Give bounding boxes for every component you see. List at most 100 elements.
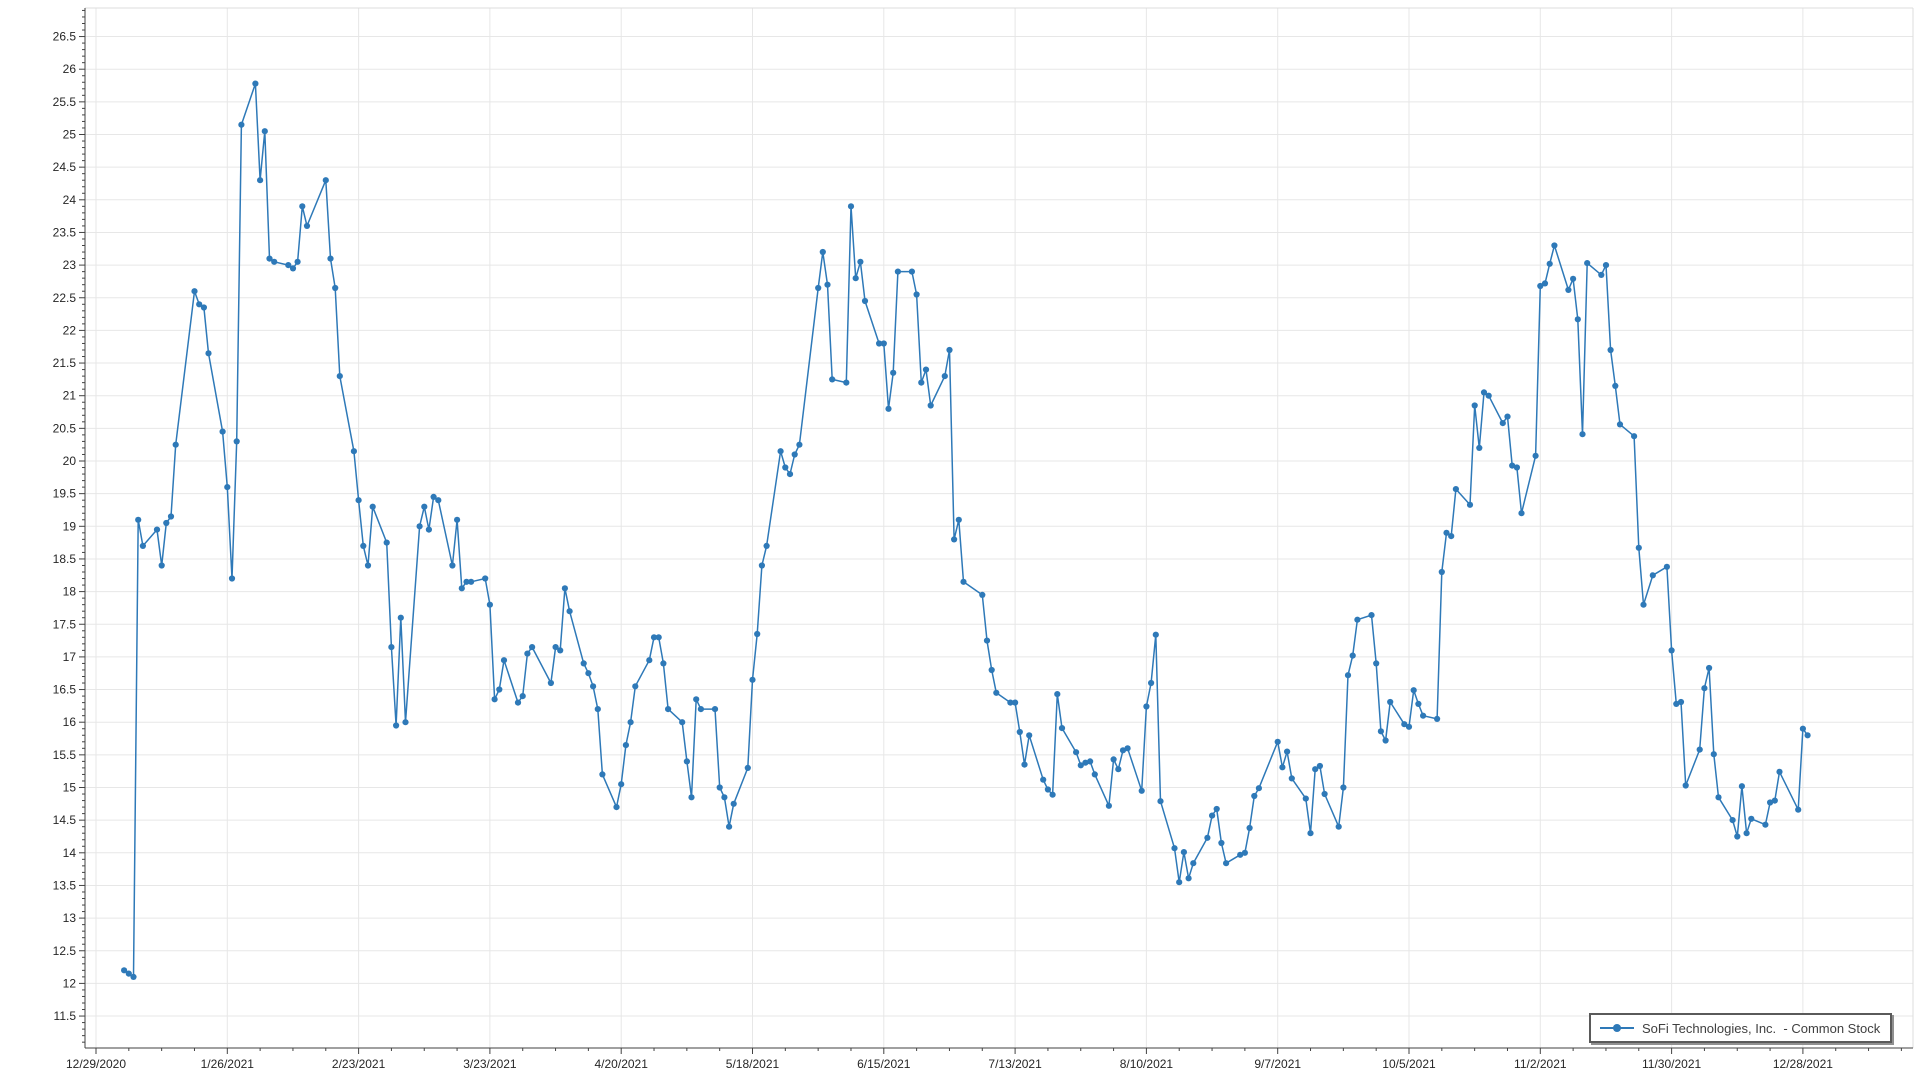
y-axis-tick-label: 22.5 [53, 291, 77, 305]
data-point [200, 304, 207, 311]
y-axis-tick-label: 21 [63, 389, 77, 403]
data-point [951, 536, 958, 543]
data-point [876, 340, 883, 347]
data-point [665, 706, 672, 713]
data-point [594, 706, 601, 713]
data-point [599, 771, 606, 778]
data-point [299, 203, 306, 210]
data-point [913, 291, 920, 298]
data-point [289, 265, 297, 272]
data-point [1213, 805, 1220, 813]
data-point [697, 706, 705, 713]
y-axis-tick-label: 16 [63, 715, 77, 729]
data-point [1288, 775, 1295, 782]
x-axis-tick-label: 7/13/2021 [988, 1057, 1042, 1071]
data-point [257, 177, 264, 184]
x-axis-tick-label: 10/5/2021 [1382, 1057, 1436, 1071]
data-point [1152, 631, 1159, 638]
data-point [1673, 700, 1680, 708]
data-point [660, 660, 667, 667]
x-axis-tick-label: 6/15/2021 [857, 1057, 911, 1071]
data-point [796, 441, 803, 448]
x-axis-tick-label: 4/20/2021 [595, 1057, 649, 1071]
data-point [819, 248, 826, 256]
data-point [1241, 849, 1248, 856]
data-point [1026, 732, 1033, 739]
data-point [786, 471, 794, 478]
data-point [1054, 691, 1061, 698]
data-point [1607, 346, 1614, 354]
data-point [1387, 698, 1394, 706]
x-axis-tick-label: 9/7/2021 [1254, 1057, 1301, 1071]
data-point [524, 650, 531, 657]
data-point [627, 719, 634, 726]
data-point [1316, 762, 1323, 770]
y-axis-tick-label: 17.5 [53, 617, 77, 631]
y-axis-tick-label: 11.5 [54, 1009, 77, 1023]
data-point [908, 268, 916, 275]
data-point [1762, 821, 1769, 828]
data-point [1171, 845, 1178, 852]
data-point [196, 301, 203, 308]
data-point [1635, 544, 1642, 551]
data-point [1284, 748, 1291, 755]
data-point [1574, 316, 1581, 323]
data-point [1551, 242, 1558, 249]
data-point [585, 670, 592, 677]
data-point [632, 683, 639, 690]
legend: SoFi Technologies, Inc. - Common Stock [1589, 1013, 1893, 1043]
data-point [1616, 421, 1624, 428]
data-point [622, 742, 630, 749]
data-point [416, 523, 423, 530]
y-axis-tick-label: 20 [63, 454, 77, 468]
data-point [1204, 834, 1211, 841]
data-point [388, 644, 395, 651]
data-point [646, 657, 653, 664]
y-axis-tick-label: 15.5 [53, 748, 77, 762]
data-point [482, 575, 489, 582]
y-axis-tick-label: 17 [63, 650, 77, 664]
data-point [679, 719, 686, 726]
data-point [843, 379, 850, 386]
x-axis-tick-label: 5/18/2021 [726, 1057, 780, 1071]
y-gridlines [85, 36, 1913, 1017]
x-axis-tick-label: 11/2/2021 [1514, 1057, 1567, 1071]
data-point [547, 679, 555, 687]
data-point [153, 526, 161, 533]
data-point [693, 696, 700, 703]
data-point [1598, 271, 1605, 278]
data-point [468, 578, 475, 585]
data-point [1748, 815, 1755, 822]
data-point [758, 562, 766, 569]
axes [84, 8, 1913, 1049]
data-point [613, 804, 620, 811]
data-point [135, 516, 142, 523]
y-axis-tick-label: 24 [63, 193, 77, 207]
data-point [1476, 444, 1483, 451]
data-point [618, 781, 625, 788]
data-point [885, 405, 892, 412]
data-point [590, 683, 597, 690]
price-line-series [123, 82, 1809, 978]
data-point [1584, 260, 1591, 267]
x-gridlines [95, 8, 1804, 1048]
data-point [1743, 830, 1750, 837]
data-point [979, 591, 986, 599]
data-point [726, 823, 733, 830]
data-point [946, 346, 953, 354]
data-point [1434, 715, 1441, 723]
data-point [1443, 529, 1450, 536]
data-point [1073, 749, 1080, 756]
data-point [1715, 794, 1722, 801]
data-point [1631, 433, 1638, 440]
data-point [402, 719, 409, 726]
data-point [1405, 723, 1413, 730]
data-point [163, 519, 170, 527]
data-point [941, 373, 948, 380]
data-point [294, 258, 301, 265]
y-axis-tick-label: 13.5 [53, 878, 77, 892]
data-point [1368, 612, 1375, 619]
data-point [655, 634, 662, 641]
data-point [927, 402, 934, 409]
data-point [983, 637, 991, 644]
